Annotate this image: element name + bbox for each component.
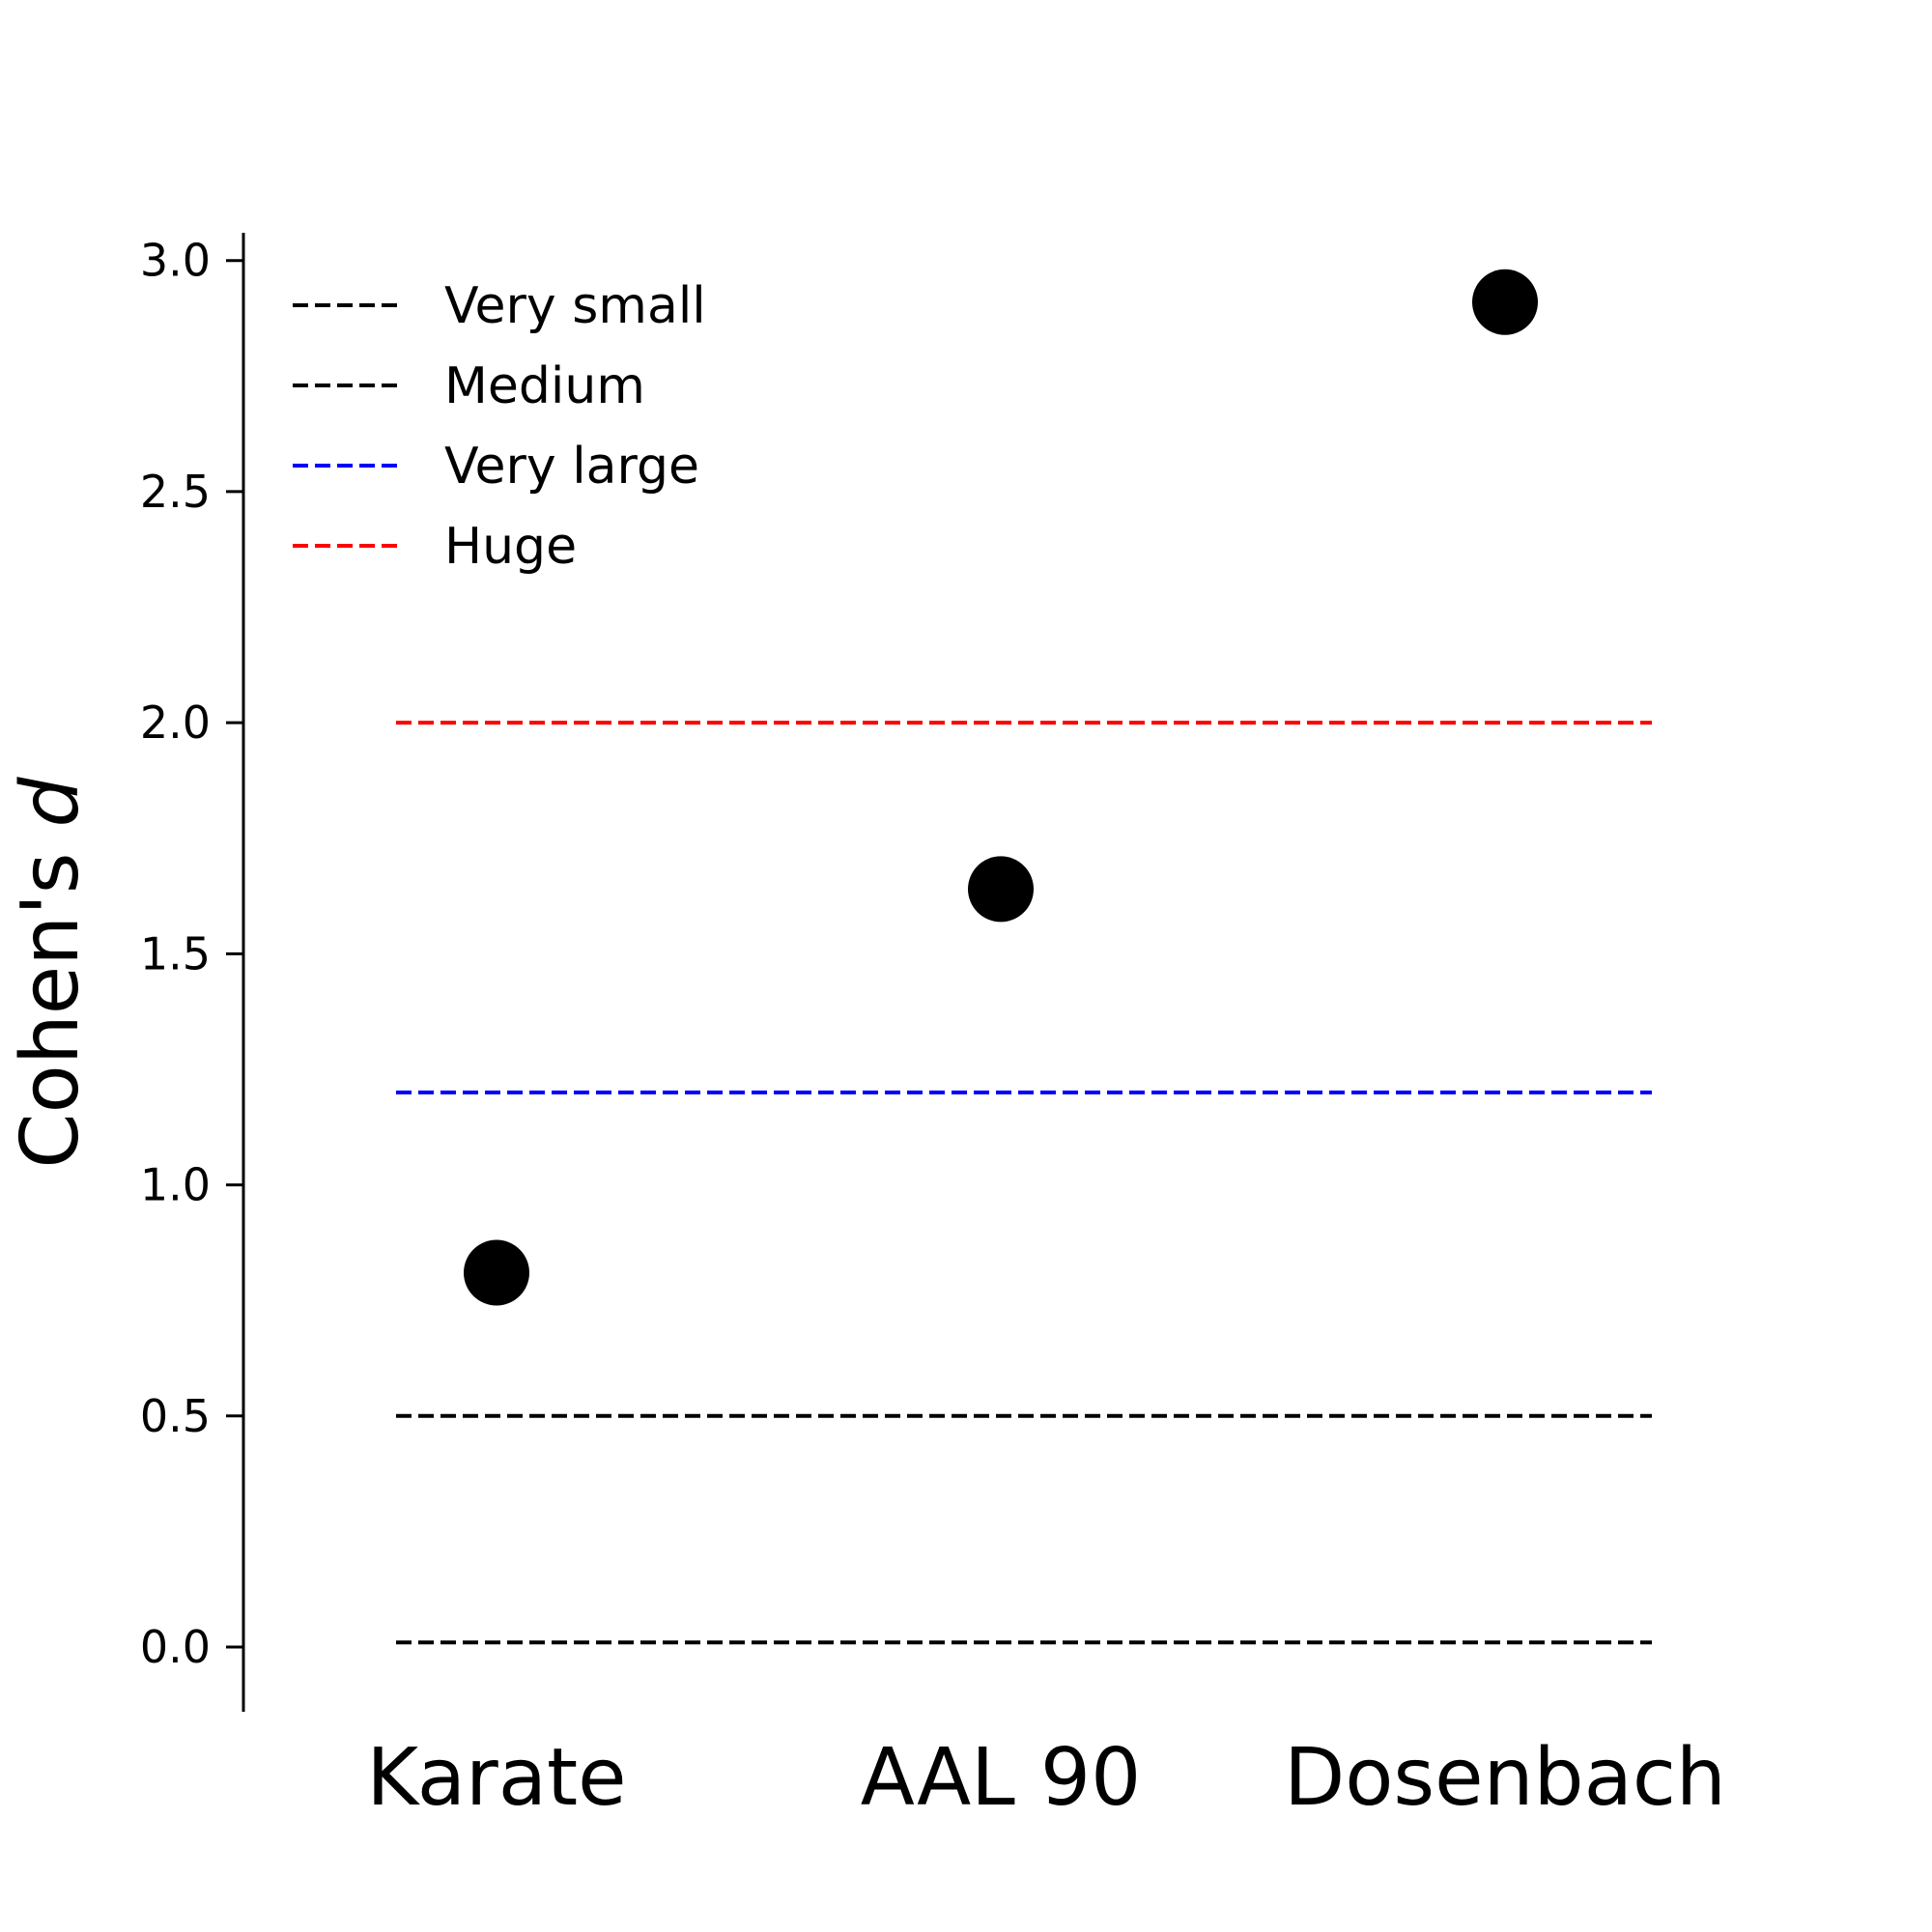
y-tick-label: 2.5 <box>140 466 211 518</box>
legend-label: Very large <box>444 438 699 496</box>
y-tick-label: 3.0 <box>140 235 211 287</box>
data-point-aal-90 <box>968 856 1034 923</box>
y-axis: 0.0 0.5 1.0 1.5 2.0 2.5 3.0 <box>140 233 245 1712</box>
legend: Very small Medium Very large Huge <box>293 277 706 576</box>
y-axis-label: Cohen's d <box>5 776 97 1168</box>
y-tick-label: 1.0 <box>140 1159 211 1211</box>
x-tick-label: Karate <box>366 1732 626 1824</box>
y-axis-label-text: Cohen's <box>5 827 97 1168</box>
reference-lines <box>396 721 1652 1645</box>
y-axis-label-italic: d <box>5 776 97 827</box>
legend-label: Very small <box>444 277 706 335</box>
y-tick-label: 0.0 <box>140 1621 211 1673</box>
x-tick-label: Dosenbach <box>1284 1732 1726 1824</box>
data-points <box>464 269 1538 1306</box>
x-tick-label: AAL 90 <box>861 1732 1142 1824</box>
legend-label: Huge <box>444 518 577 576</box>
x-tick-labels: Karate AAL 90 Dosenbach <box>366 1732 1725 1824</box>
y-tick-label: 2.0 <box>140 696 211 749</box>
y-tick-label: 1.5 <box>140 927 211 980</box>
y-tick-label: 0.5 <box>140 1390 211 1442</box>
legend-label: Medium <box>444 357 645 415</box>
data-point-karate <box>464 1239 529 1306</box>
data-point-dosenbach <box>1472 269 1538 335</box>
